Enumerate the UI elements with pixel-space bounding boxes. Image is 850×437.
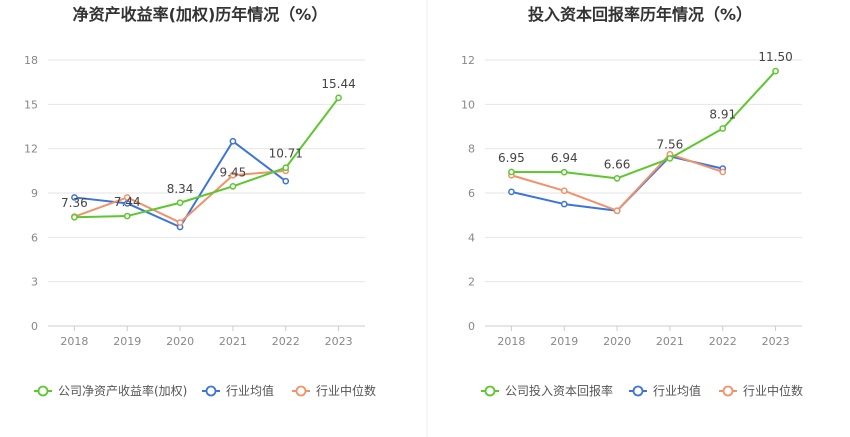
y-tick-label: 2 [468,276,475,289]
legend-item-industry_avg: 行业均值 [202,383,274,398]
legend-label: 公司净资产收益率(加权) [58,383,187,398]
legend-swatch-marker [632,385,644,397]
x-tick-label: 2020 [166,335,194,348]
y-tick-label: 15 [24,98,38,111]
legend-item-company: 公司投入资本回报率 [481,383,613,398]
data-label: 6.66 [604,157,631,171]
x-tick-label: 2020 [603,335,631,348]
data-point-industry_median [719,168,727,176]
data-point-industry_median [560,187,568,195]
x-tick-label: 2021 [219,335,247,348]
data-point-industry_avg [508,188,515,196]
x-tick-label: 2018 [497,335,525,348]
data-point-company [335,94,342,102]
legend-item-industry_median: 行业中位数 [292,383,376,398]
data-point-industry_median [229,171,237,179]
data-label: 9.45 [220,165,247,179]
y-tick-label: 6 [31,231,38,244]
legend-swatch-marker [37,385,49,397]
y-tick-label: 8 [468,143,475,156]
data-point-company [508,168,515,176]
data-point-company [71,213,78,221]
data-point-industry_avg [282,177,290,185]
data-label: 6.95 [498,151,525,165]
data-point-industry_avg [560,200,568,208]
data-label: 8.34 [167,182,194,196]
y-tick-label: 18 [24,54,38,67]
x-tick-label: 2019 [113,335,141,348]
data-point-company [560,168,568,176]
y-tick-label: 6 [468,187,475,200]
data-point-company [772,67,779,75]
y-tick-label: 0 [31,320,38,333]
x-tick-label: 2022 [272,335,300,348]
data-label: 7.36 [61,196,88,210]
x-tick-label: 2023 [762,335,790,348]
y-tick-label: 3 [31,276,38,289]
chart-panel-2: 投入资本回报率历年情况（%） 0 2 4 6 8 10 12 2018 2019 2020 2021 2… [461,5,803,398]
y-tick-label: 12 [24,143,38,156]
data-point-company [229,183,237,190]
data-point-industry_median [176,219,184,226]
legend-swatch-marker [295,385,307,397]
legend-label: 行业中位数 [316,383,376,398]
data-point-company [666,155,674,162]
legend-label: 行业均值 [653,383,701,398]
chart-panel-1: 净资产收益率(加权)历年情况（%） 0 3 6 9 12 15 18 2018 2019 2020 2… [24,5,376,398]
legend-item-company: 公司净资产收益率(加权) [34,383,187,398]
data-point-company [719,125,727,132]
data-label: 7.56 [657,137,684,151]
chart-title: 净资产收益率(加权)历年情况（%） [73,5,328,24]
data-point-company [176,199,184,207]
legend-item-industry_median: 行业中位数 [719,383,803,398]
data-point-company [123,212,131,220]
legend-label: 行业中位数 [743,383,803,398]
x-tick-label: 2021 [656,335,684,348]
legend-item-industry_avg: 行业均值 [629,383,701,398]
data-point-industry_median [123,194,131,201]
data-label: 11.50 [758,50,792,64]
data-point-company [613,175,621,182]
y-tick-label: 10 [461,98,475,111]
data-label: 8.91 [709,107,736,121]
data-label: 7.44 [114,195,141,209]
data-point-industry_avg [71,194,78,201]
series-line-company [511,70,777,180]
y-tick-label: 4 [468,231,475,244]
data-label: 6.94 [551,151,578,165]
x-tick-label: 2023 [325,335,353,348]
y-tick-label: 0 [468,320,475,333]
legend-swatch-marker [205,385,217,397]
x-tick-label: 2022 [709,335,737,348]
x-tick-label: 2019 [550,335,578,348]
data-point-industry_avg [229,137,237,145]
legend-label: 公司投入资本回报率 [505,383,613,398]
legend-swatch-marker [722,385,734,397]
series-line-company [74,97,340,219]
y-tick-label: 9 [31,187,38,200]
data-label: 15.44 [321,77,355,91]
y-tick-label: 12 [461,54,475,67]
data-label: 10.71 [269,147,303,161]
x-tick-label: 2018 [60,335,88,348]
data-point-company [282,164,290,172]
data-point-industry_median [613,207,621,215]
legend-swatch-marker [484,385,496,397]
chart-title: 投入资本回报率历年情况（%） [528,5,752,24]
legend-label: 行业均值 [226,383,274,398]
